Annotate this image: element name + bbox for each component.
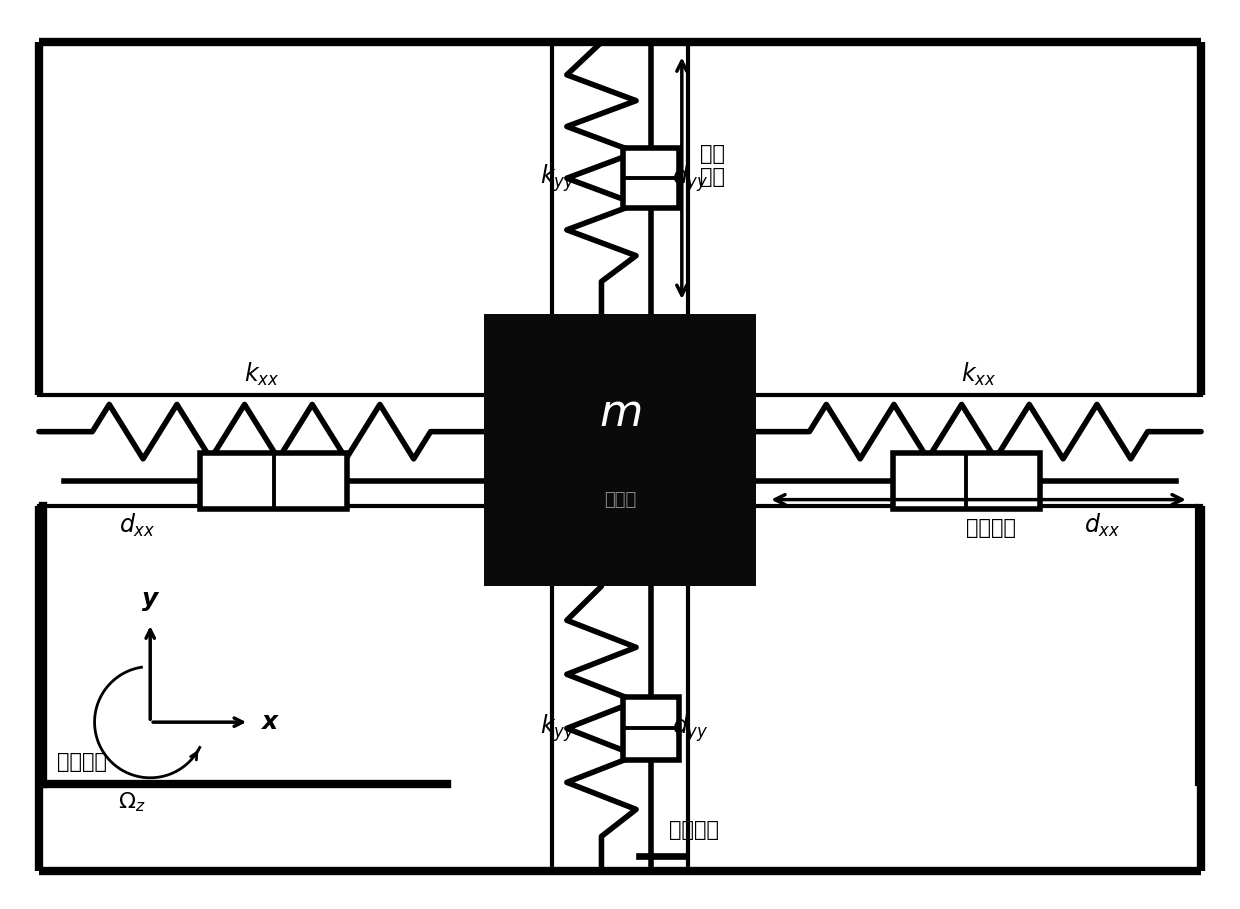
Text: $d_{yy}$: $d_{yy}$	[672, 713, 709, 744]
Text: 电容测量: 电容测量	[57, 752, 108, 772]
Text: $k_{yy}$: $k_{yy}$	[541, 163, 575, 194]
Text: $d_{xx}$: $d_{xx}$	[1084, 512, 1121, 539]
Text: x: x	[262, 710, 278, 734]
Text: $d_{xx}$: $d_{xx}$	[119, 512, 156, 539]
Bar	[201, 454, 347, 509]
Text: 控制
输入: 控制 输入	[701, 145, 725, 187]
Text: 微陀螺: 微陀螺	[604, 491, 636, 509]
Bar	[484, 315, 756, 586]
Bar	[893, 454, 1039, 509]
Text: $d_{yy}$: $d_{yy}$	[672, 163, 709, 194]
Text: $m$: $m$	[599, 392, 641, 435]
Text: $\Omega_z$: $\Omega_z$	[118, 790, 145, 814]
Text: y: y	[143, 587, 159, 611]
Text: 控制输入: 控制输入	[966, 518, 1016, 538]
Text: $k_{yy}$: $k_{yy}$	[541, 713, 575, 744]
Bar	[622, 697, 678, 760]
Bar	[622, 148, 678, 208]
Text: 电容测量: 电容测量	[670, 820, 719, 840]
Text: $k_{xx}$: $k_{xx}$	[244, 361, 279, 388]
Text: $k_{xx}$: $k_{xx}$	[961, 361, 996, 388]
